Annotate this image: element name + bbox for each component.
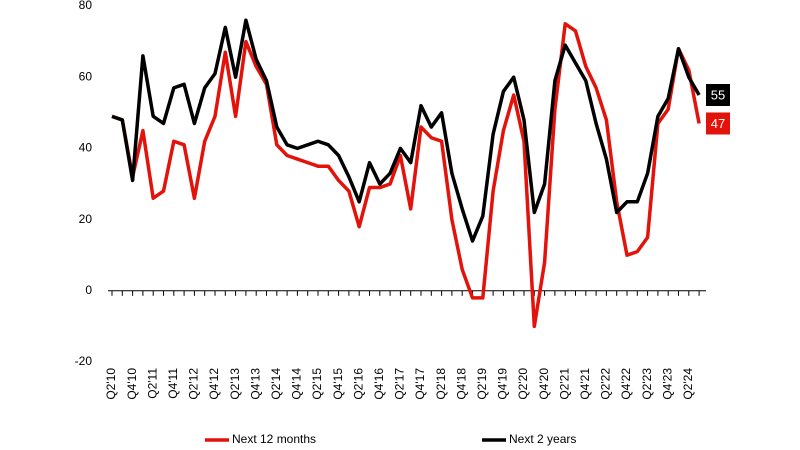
end-label-box — [706, 112, 730, 135]
y-tick-label: 80 — [79, 0, 93, 12]
x-tick-label: Q4'15 — [331, 368, 345, 400]
end-label-box — [706, 84, 730, 106]
end-label: 47 — [711, 116, 725, 131]
x-tick-label: Q2'13 — [228, 368, 242, 400]
x-tick-label: Q4'14 — [290, 368, 304, 400]
y-tick-label: 0 — [85, 283, 92, 297]
x-tick-label: Q4'23 — [660, 368, 674, 400]
x-tick-label: Q2'11 — [145, 368, 159, 399]
series-line — [111, 18, 701, 243]
x-tick-label: Q2'14 — [269, 368, 283, 400]
x-tick-label: Q4'19 — [496, 368, 510, 400]
x-tick-label: Q4'20 — [537, 368, 551, 400]
x-tick-label: Q2'20 — [516, 368, 530, 400]
end-value-label: 47 — [706, 112, 730, 135]
x-tick-label: Q2'12 — [187, 368, 201, 400]
legend-label: Next 12 months — [232, 432, 316, 446]
x-tick-label: Q4'16 — [372, 368, 386, 400]
x-tick-label: Q4'11 — [166, 368, 180, 399]
legend-label: Next 2 years — [509, 432, 576, 446]
x-tick-label: Q4'10 — [125, 368, 139, 400]
series-line — [111, 22, 701, 329]
x-tick-label: Q2'22 — [599, 368, 613, 400]
end-label: 55 — [711, 87, 725, 102]
x-tick-label: Q4'13 — [248, 368, 262, 400]
x-tick-label: Q4'21 — [578, 368, 592, 400]
legend-item: Next 2 years — [482, 432, 576, 446]
x-tick-label: Q4'12 — [207, 368, 221, 400]
x-tick-label: Q2'21 — [557, 368, 571, 400]
x-tick-label: Q4'17 — [413, 368, 427, 400]
x-tick-label: Q4'18 — [454, 368, 468, 400]
x-tick-label: Q2'17 — [393, 368, 407, 400]
x-tick-label: Q2'18 — [434, 368, 448, 400]
y-tick-label: -20 — [75, 354, 93, 368]
y-tick-label: 60 — [79, 69, 93, 83]
x-tick-label: Q2'23 — [640, 368, 654, 400]
end-value-label: 55 — [706, 84, 730, 106]
y-tick-label: 20 — [79, 212, 93, 226]
x-tick-label: Q2'10 — [104, 368, 118, 400]
x-tick-label: Q2'15 — [310, 368, 324, 400]
x-tick-label: Q2'16 — [351, 368, 365, 400]
x-tick-label: Q4'22 — [619, 368, 633, 400]
legend-item: Next 12 months — [205, 432, 316, 446]
y-tick-label: 40 — [79, 141, 93, 155]
x-tick-label: Q2'19 — [475, 368, 489, 400]
x-tick-label: Q2'24 — [681, 368, 695, 400]
